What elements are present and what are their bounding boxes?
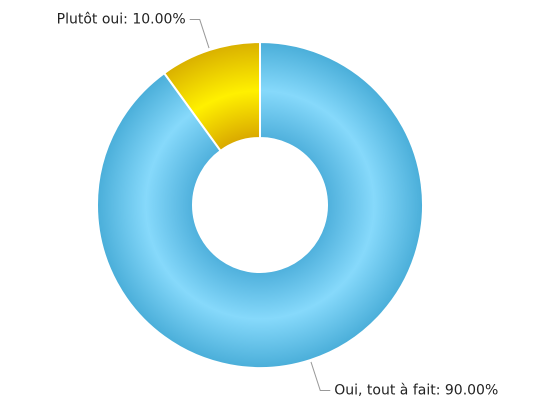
data-label: Plutôt oui: 10.00% (57, 12, 186, 28)
data-label: Oui, tout à fait: 90.00% (334, 382, 498, 398)
leader-line (310, 361, 331, 391)
donut-slice (96, 40, 424, 369)
leader-line (189, 19, 210, 49)
donut-slice (162, 40, 261, 153)
